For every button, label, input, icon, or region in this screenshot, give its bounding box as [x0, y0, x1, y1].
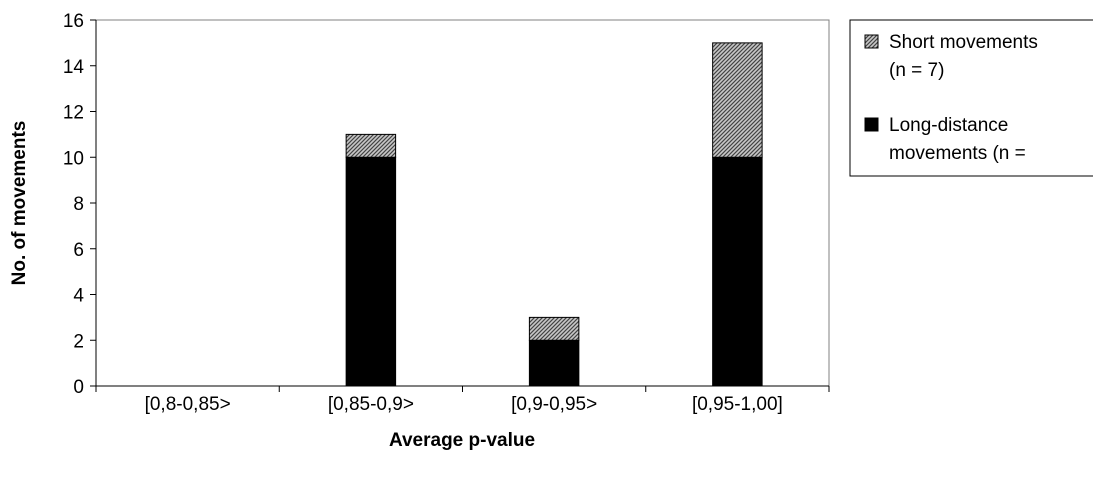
- legend-frame: [849, 19, 1093, 177]
- bar-short: [712, 42, 763, 158]
- bar-long-distance: [528, 339, 580, 387]
- x-axis-title: Average p-value: [389, 430, 535, 451]
- y-axis-ticks: 0 2 4 6 8 10 12 14 16: [63, 11, 96, 398]
- x-tick-label: [0,8-0,85>: [145, 394, 231, 415]
- y-tick-label: 4: [73, 286, 84, 307]
- y-tick-label: 10: [63, 148, 84, 169]
- y-tick-label: 8: [73, 194, 84, 215]
- bar-long-distance: [712, 156, 763, 387]
- legend-swatch-long: [864, 117, 879, 132]
- legend-swatch-short: [864, 34, 879, 49]
- legend-label-short-line1: Short movements: [889, 32, 1038, 53]
- y-tick-label: 12: [63, 103, 84, 124]
- bar-short: [345, 133, 397, 158]
- x-tick-label: [0,95-1,00]: [692, 394, 783, 415]
- y-axis-title: No. of movements: [9, 121, 30, 286]
- y-tick-label: 2: [73, 331, 84, 352]
- y-tick-label: 6: [73, 240, 84, 261]
- x-tick-label: [0,9-0,95>: [511, 394, 597, 415]
- x-axis-ticks: [0,8-0,85> [0,85-0,9> [0,9-0,95> [0,95-1,00…: [95, 386, 830, 415]
- legend: Short movements (n = 7) Long-distance mo…: [849, 19, 1093, 177]
- legend-label-short-line2: (n = 7): [889, 60, 944, 81]
- bar-short: [528, 316, 580, 341]
- y-tick-label: 14: [63, 57, 85, 78]
- bar-series: [345, 42, 763, 387]
- x-tick-label: [0,85-0,9>: [328, 394, 414, 415]
- y-tick-label: 0: [73, 377, 84, 398]
- legend-label-long-line2: movements (n =: [889, 143, 1026, 164]
- legend-label-long-line1: Long-distance: [889, 115, 1008, 136]
- y-tick-label: 16: [63, 11, 84, 32]
- bar-long-distance: [345, 156, 397, 387]
